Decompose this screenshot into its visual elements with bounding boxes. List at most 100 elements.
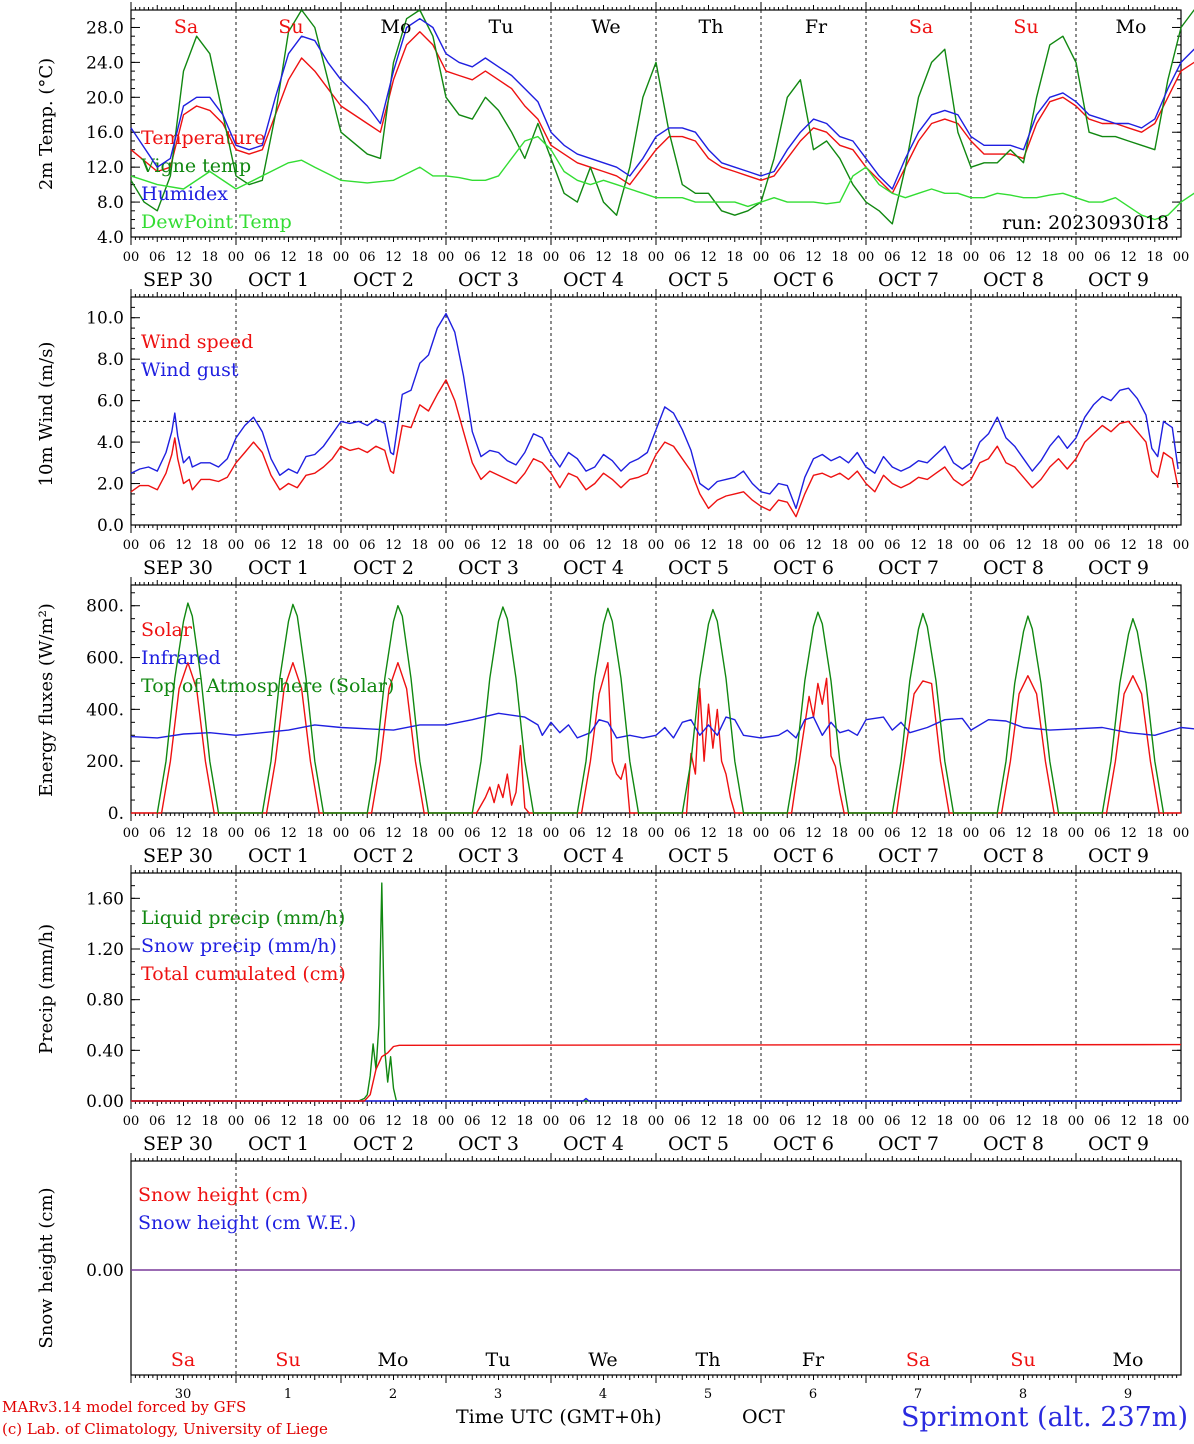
day-number: 30 (175, 1387, 192, 1402)
y-tick-label: 8.0 (97, 350, 124, 370)
y-tick-label: 10.0 (86, 309, 124, 329)
weekday-label: Mo (1113, 1349, 1144, 1371)
y-axis-label: Snow height (cm) (36, 1187, 57, 1348)
run-label: run: 2023093018 (1002, 212, 1169, 234)
hour-tick-label: 12 (280, 250, 297, 265)
day-label: OCT 7 (878, 557, 939, 579)
hour-tick-label: 12 (490, 250, 507, 265)
hour-tick-label: 06 (464, 250, 481, 265)
hour-tick-label: 06 (569, 250, 586, 265)
x-ticks (130, 289, 1178, 533)
hour-tick-label: 00 (1173, 538, 1190, 553)
hour-tick-label: 06 (884, 1114, 901, 1129)
series-line-humidex (130, 18, 1194, 190)
series-line-top-of-atmosphere-solar- (156, 602, 1165, 814)
hour-tick-label: 06 (674, 1114, 691, 1129)
y-tick-label: 20.0 (86, 88, 124, 108)
hour-tick-label: 12 (595, 826, 612, 841)
day-label: OCT 9 (1088, 845, 1149, 867)
hour-tick-label: 18 (831, 1114, 848, 1129)
hour-tick-label: 06 (989, 538, 1006, 553)
hour-tick-label: 18 (726, 1114, 743, 1129)
legend-entry: Total cumulated (cm) (141, 963, 346, 985)
y-tick-label: 4.0 (97, 433, 124, 453)
day-label: OCT 3 (458, 557, 519, 579)
weekday-label: Sa (906, 1349, 930, 1371)
legend-entry: Wind gust (141, 359, 239, 381)
hour-tick-label: 06 (779, 1114, 796, 1129)
hour-tick-label: 18 (831, 826, 848, 841)
day-number: 8 (1019, 1387, 1027, 1402)
hour-tick-label: 06 (884, 250, 901, 265)
day-label: OCT 6 (773, 269, 834, 291)
hour-tick-label: 00 (543, 250, 560, 265)
day-label: OCT 3 (458, 269, 519, 291)
weekday-label: We (588, 1349, 617, 1371)
y-tick-label: 6.0 (97, 392, 124, 412)
y-axis-label: Energy fluxes (W/m²) (36, 603, 57, 797)
day-label: OCT 3 (458, 845, 519, 867)
hour-tick-label: 06 (1094, 538, 1111, 553)
hour-tick-label: 06 (359, 250, 376, 265)
model-credit: MARv3.14 model forced by GFS (2, 1398, 247, 1416)
day-label: SEP 30 (143, 845, 213, 867)
hour-tick-label: 12 (1120, 1114, 1137, 1129)
day-label: OCT 2 (353, 269, 414, 291)
day-label: SEP 30 (143, 557, 213, 579)
y-axis: 0.0 2.0 4.0 6.0 8.0 10.0 10m Wind (m/s) (36, 296, 1181, 536)
weekday-label: Th (696, 1349, 721, 1371)
day-label: OCT 9 (1088, 557, 1149, 579)
hour-tick-label: 00 (648, 1114, 665, 1129)
x-ticks (130, 577, 1178, 821)
hour-tick-label: 12 (1120, 826, 1137, 841)
legend-entry: Solar (141, 619, 193, 641)
weekday-label: Mo (381, 16, 412, 38)
hour-tick-label: 00 (1068, 826, 1085, 841)
hour-tick-label: 18 (936, 1114, 953, 1129)
hour-tick-label: 18 (516, 826, 533, 841)
hour-tick-label: 18 (1146, 826, 1163, 841)
hour-tick-label: 18 (1041, 826, 1058, 841)
hour-tick-label: 06 (884, 826, 901, 841)
hour-tick-label: 00 (438, 538, 455, 553)
weekday-label: We (591, 16, 620, 38)
day-number: 6 (809, 1387, 817, 1402)
y-tick-label: 2.0 (97, 475, 124, 495)
hour-tick-label: 06 (464, 826, 481, 841)
hour-tick-label: 06 (359, 538, 376, 553)
hour-tick-label: 06 (569, 1114, 586, 1129)
hour-tick-label: 18 (411, 1114, 428, 1129)
day-label: OCT 3 (458, 1133, 519, 1155)
hour-tick-label: 18 (621, 1114, 638, 1129)
hour-tick-label: 00 (963, 826, 980, 841)
y-axis-label: 10m Wind (m/s) (36, 342, 57, 487)
legend-entry: Snow height (cm) (138, 1184, 308, 1206)
legend-entry: Top of Atmosphere (Solar) (141, 675, 394, 697)
hour-tick-label: 00 (123, 1114, 140, 1129)
y-tick-label: 800. (86, 597, 124, 617)
weekday-label: Su (275, 1349, 300, 1371)
day-label: OCT 5 (668, 269, 729, 291)
hour-tick-label: 12 (280, 1114, 297, 1129)
hour-tick-label: 00 (1068, 1114, 1085, 1129)
day-label: OCT 8 (983, 557, 1044, 579)
day-number: 1 (284, 1387, 292, 1402)
day-label: OCT 9 (1088, 269, 1149, 291)
hour-tick-label: 12 (490, 1114, 507, 1129)
hour-tick-label: 12 (910, 826, 927, 841)
weekday-label: Th (699, 16, 724, 38)
legend-entry: Infrared (141, 647, 221, 669)
hour-tick-label: 00 (333, 538, 350, 553)
day-label: OCT 2 (353, 1133, 414, 1155)
day-label: OCT 4 (563, 1133, 624, 1155)
y-tick-label: 16.0 (86, 123, 124, 143)
hour-tick-label: 18 (1041, 250, 1058, 265)
hour-tick-label: 18 (831, 250, 848, 265)
time-axis-label: Time UTC (GMT+0h) (456, 1406, 662, 1428)
hour-tick-label: 12 (1120, 538, 1137, 553)
hour-tick-label: 18 (306, 538, 323, 553)
hour-tick-label: 06 (464, 538, 481, 553)
